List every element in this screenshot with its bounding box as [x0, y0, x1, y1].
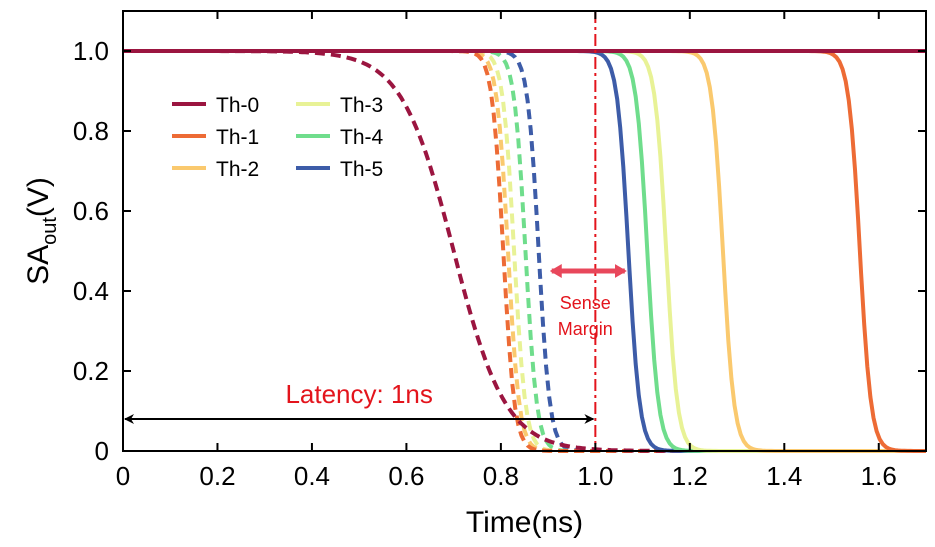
- x-tick-label: 0.6: [388, 461, 424, 491]
- x-tick-label: 1.2: [672, 461, 708, 491]
- y-axis-label-main: SA: [22, 245, 55, 285]
- y-axis-label: SAout(V): [22, 177, 61, 285]
- legend-label-th-4: Th-4: [340, 126, 384, 149]
- plot-curves: [123, 49, 926, 453]
- sense-margin-label-line2: Margin: [558, 319, 613, 339]
- y-tick-label: 0: [95, 436, 109, 466]
- svg-text:SAout(V): SAout(V): [22, 177, 61, 285]
- y-tick-label: 1.0: [73, 36, 109, 66]
- y-axis-label-unit: (V): [22, 177, 55, 217]
- legend: Th-0 Th-1 Th-2 Th-3 Th-4 Th-5: [172, 94, 384, 181]
- legend-label-th-0: Th-0: [216, 94, 259, 117]
- x-tick-label: 1.4: [766, 461, 802, 491]
- latency-label: Latency: 1ns: [285, 379, 432, 409]
- plot-frame: [122, 10, 927, 452]
- x-tick-label: 0: [116, 461, 130, 491]
- tick-labels: 0 0.2 0.4 0.6 0.8 1.0 1.2 1.4 1.6 0 0.2 0.4 0.6 0.8 1.…: [73, 36, 897, 491]
- legend-label-th-2: Th-2: [216, 158, 259, 181]
- x-tick-label: 0.2: [199, 461, 235, 491]
- x-tick-label: 1.6: [861, 461, 897, 491]
- y-tick-label: 0.6: [73, 196, 109, 226]
- x-tick-label: 1.0: [577, 461, 613, 491]
- y-tick-label: 0.4: [73, 276, 109, 306]
- x-axis-label: Time(ns): [466, 506, 583, 539]
- legend-label-th-1: Th-1: [216, 126, 259, 149]
- y-axis-label-subscript: out: [39, 217, 61, 245]
- annotation-layer: Latency: 1ns Sense Margin: [124, 11, 627, 451]
- legend-label-th-3: Th-3: [340, 94, 383, 117]
- sense-margin-label-line1: Sense: [560, 293, 611, 313]
- x-tick-label: 0.8: [483, 461, 519, 491]
- y-tick-label: 0.8: [73, 116, 109, 146]
- axis-ticks: [122, 11, 926, 452]
- legend-label-th-5: Th-5: [340, 158, 383, 181]
- x-tick-label: 0.4: [294, 461, 330, 491]
- y-tick-label: 0.2: [73, 356, 109, 386]
